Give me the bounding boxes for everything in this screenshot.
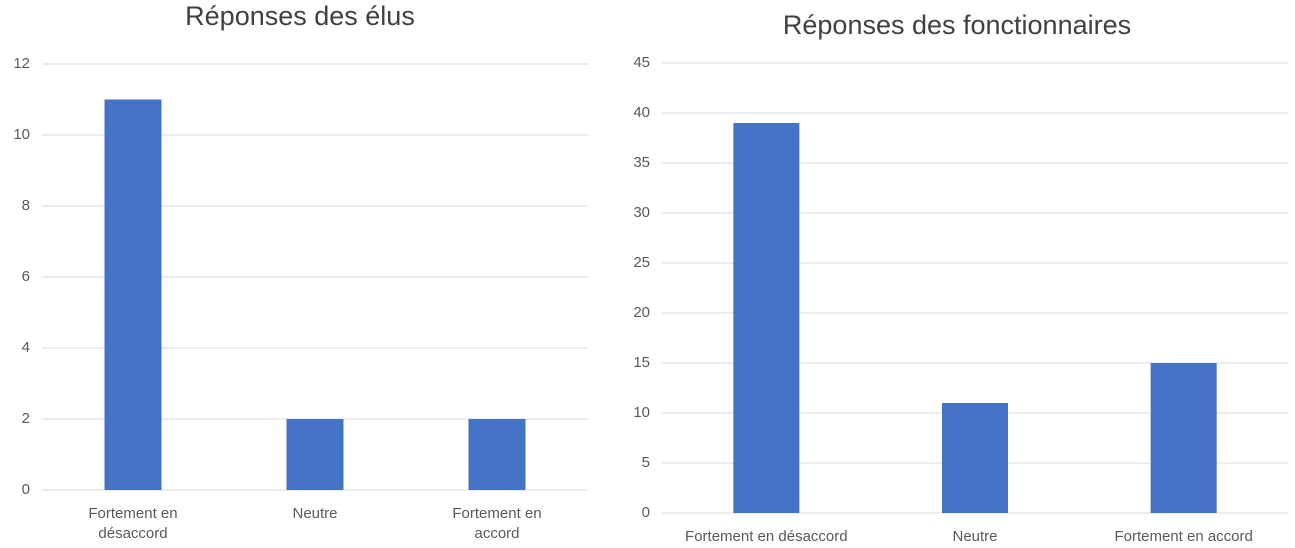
x-tick-label: Fortement en désaccord xyxy=(88,505,178,542)
chart-title: Réponses des fonctionnaires xyxy=(783,10,1131,40)
bar xyxy=(468,419,526,490)
y-tick-label: 8 xyxy=(22,197,30,214)
x-tick-label: Fortement en accord xyxy=(1114,528,1253,545)
y-tick-label: 10 xyxy=(13,126,30,143)
y-tick-label: 15 xyxy=(633,354,650,371)
y-tick-label: 6 xyxy=(22,268,30,285)
y-tick-label: 35 xyxy=(633,154,650,171)
x-tick-label: Neutre xyxy=(952,528,998,545)
y-tick-label: 10 xyxy=(633,404,650,421)
x-tick-label: Fortement en accord xyxy=(452,505,542,542)
y-tick-label: 5 xyxy=(642,454,650,471)
y-tick-label: 40 xyxy=(633,104,650,121)
bar xyxy=(942,403,1008,513)
bar xyxy=(733,123,800,513)
y-tick-label: 0 xyxy=(22,481,30,498)
chart-title: Réponses des élus xyxy=(185,1,415,31)
x-tick-label: Neutre xyxy=(292,505,338,522)
bar xyxy=(286,419,344,490)
y-tick-label: 25 xyxy=(633,254,650,271)
y-tick-label: 0 xyxy=(642,504,650,521)
y-tick-label: 45 xyxy=(633,54,650,71)
y-tick-label: 30 xyxy=(633,204,650,221)
x-tick-label: Fortement en désaccord xyxy=(685,528,848,545)
y-tick-label: 12 xyxy=(13,55,30,72)
y-tick-label: 4 xyxy=(22,339,30,356)
bar xyxy=(104,99,162,490)
bar xyxy=(1150,363,1217,513)
y-tick-label: 20 xyxy=(633,304,650,321)
y-tick-label: 2 xyxy=(22,410,30,427)
